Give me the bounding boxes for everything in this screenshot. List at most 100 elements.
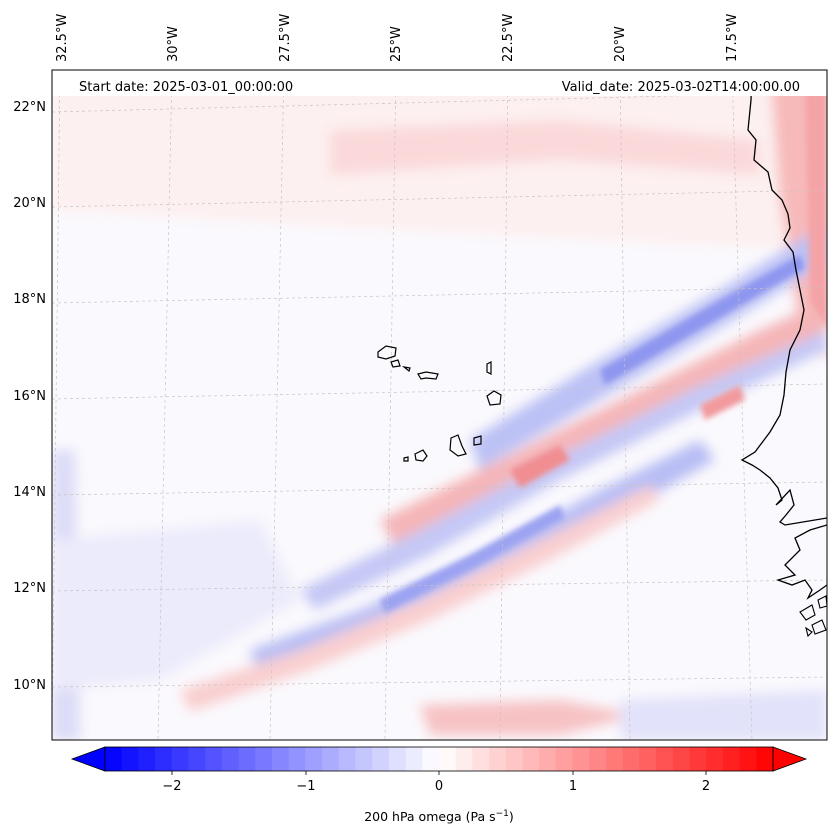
colorbar-step (689, 747, 707, 771)
colorbar-step (455, 747, 473, 771)
colorbar-step (338, 747, 356, 771)
island-boa-vista (486, 390, 502, 406)
lon-tick-label: 32.5°W (55, 14, 70, 62)
map-panel (52, 70, 827, 740)
colorbar-step (706, 747, 724, 771)
colorbar-step (639, 747, 657, 771)
colorbar-step (221, 747, 240, 771)
lon-tick-label: 27.5°W (278, 14, 293, 62)
meridian-27-5w (269, 70, 285, 740)
island-sal (486, 361, 492, 375)
colorbar-step (522, 747, 540, 771)
colorbar-step (105, 747, 123, 771)
rising-band-middle (300, 330, 827, 610)
sinking-core-coast (805, 80, 827, 330)
island-santiago (449, 434, 467, 457)
lat-tick-label: 16°N (13, 389, 46, 404)
header-strip (52, 70, 827, 96)
colorbar-tick-label: −2 (162, 779, 181, 794)
island-sao-vicente (390, 359, 401, 368)
colorbar-step (589, 747, 607, 771)
colorbar-label-exponent: −1 (496, 809, 509, 819)
meridian-20w (619, 70, 631, 740)
sinking-core-east (700, 385, 745, 420)
sinking-band-northwest (330, 120, 760, 175)
africa-coastline-south (775, 524, 827, 600)
colorbar-step (489, 747, 507, 771)
colorbar-label: 200 hPa omega (Pa s−1) (364, 809, 514, 824)
colorbar-tick-label: 1 (569, 779, 577, 794)
colorbar-step (205, 747, 223, 771)
colorbar-step (622, 747, 640, 771)
colorbar-label-text: 200 hPa omega (Pa s (364, 809, 495, 824)
meridian-22-5w (499, 70, 509, 740)
colorbar-step (121, 747, 139, 771)
lat-tick-label: 20°N (13, 196, 46, 211)
colorbar-step (272, 747, 290, 771)
sinking-patch-southeast (420, 700, 640, 735)
field-patch-southwest-blue (52, 520, 300, 690)
colorbar-step (539, 747, 557, 771)
colorbar-step (238, 747, 256, 771)
lat-tick-label: 14°N (13, 485, 46, 500)
start-date-label: Start date: 2025-03-01_00:00:00 (79, 80, 293, 95)
colorbar-step (739, 747, 757, 771)
lon-tick-label: 17.5°W (725, 14, 740, 62)
lat-tick-label: 22°N (13, 100, 46, 115)
colorbar-tick-label: 0 (435, 779, 443, 794)
lat-tick-label: 12°N (13, 581, 46, 596)
colorbar-tick-label: −1 (296, 779, 315, 794)
valid-date-label: Valid_date: 2025-03-02T14:00:00.00 (562, 80, 800, 95)
lat-tick-label: 18°N (13, 292, 46, 307)
colorbar-step (305, 747, 323, 771)
colorbar-low-extension (70, 746, 106, 772)
colorbar-tick-label: 2 (702, 779, 710, 794)
colorbar-step (505, 747, 523, 771)
colorbar-step (372, 747, 390, 771)
colorbar-step (606, 747, 624, 771)
lat-tick-label: 10°N (13, 678, 46, 693)
sinking-core-central (510, 445, 570, 488)
colorbar-steps (105, 747, 774, 771)
meridian-25w (384, 70, 397, 740)
colorbar-ticks (171, 771, 707, 775)
map-frame (51, 69, 828, 741)
omega-field (52, 70, 827, 740)
lon-tick-labels: 32.5°W 30°W 27.5°W 25°W 22.5°W 20°W 17.5… (55, 14, 740, 62)
sinking-band-central (380, 300, 827, 555)
island-brava (403, 456, 409, 462)
colorbar-step (555, 747, 574, 771)
sinking-band-south (180, 485, 660, 712)
meridian-30w (157, 70, 173, 740)
colorbar-step (572, 747, 590, 771)
colorbar-step (405, 747, 423, 771)
lon-tick-label: 30°W (166, 26, 181, 62)
africa-coastline (740, 70, 827, 526)
island-santa-luzia (401, 366, 411, 373)
colorbar-step (472, 747, 490, 771)
graticule (52, 70, 827, 740)
colorbar-step (756, 747, 774, 771)
lon-tick-label: 22.5°W (501, 14, 516, 62)
colorbar-step (656, 747, 674, 771)
lon-tick-label: 25°W (389, 26, 404, 62)
rising-core-north (600, 255, 805, 385)
colorbar-step (171, 747, 189, 771)
colorbar-step (672, 747, 690, 771)
colorbar-step (422, 747, 440, 771)
colorbar-label-close: ) (509, 809, 514, 824)
colorbar-step (155, 747, 173, 771)
colorbar-step (439, 747, 457, 771)
colorbar-step (288, 747, 306, 771)
colorbar-step (188, 747, 206, 771)
island-sao-nicolau (417, 371, 439, 380)
meridian-17-5w (731, 70, 753, 740)
meridian-32-5w (52, 70, 61, 740)
cape-verde-islands (377, 345, 502, 462)
lat-tick-labels: 22°N 20°N 18°N 16°N 14°N 12°N 10°N (13, 100, 46, 693)
colorbar-step (138, 747, 156, 771)
colorbar-step (388, 747, 407, 771)
colorbar-step (722, 747, 741, 771)
lon-tick-label: 20°W (613, 26, 628, 62)
